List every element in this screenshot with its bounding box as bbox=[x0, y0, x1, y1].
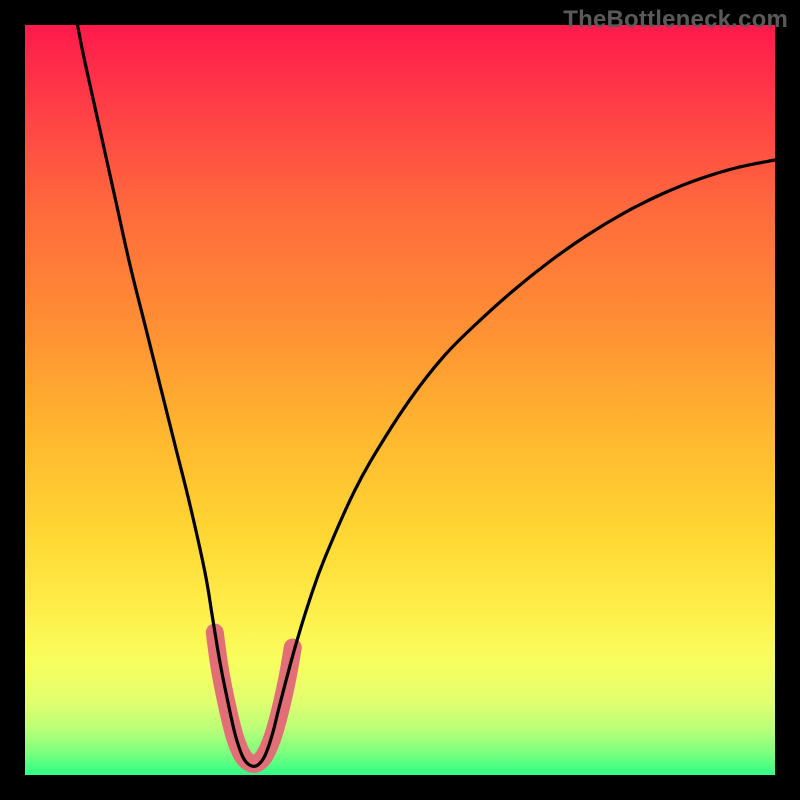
chart-root: TheBottleneck.com bbox=[0, 0, 800, 800]
chart-svg bbox=[0, 0, 800, 800]
gradient-background bbox=[25, 25, 775, 775]
watermark-text: TheBottleneck.com bbox=[563, 6, 788, 34]
